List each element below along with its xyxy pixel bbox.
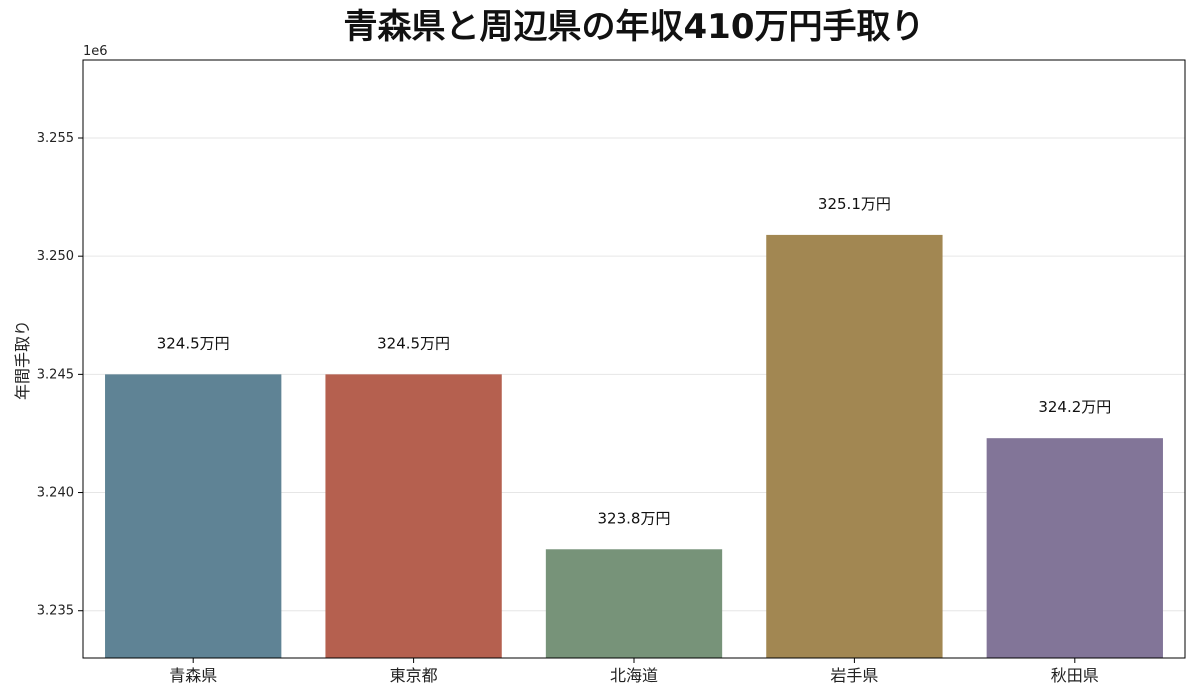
chart-title: 青森県と周辺県の年収410万円手取り — [344, 7, 925, 47]
x-tick-label: 秋田県 — [1051, 666, 1099, 685]
bar — [545, 549, 723, 658]
bars — [105, 234, 1163, 658]
y-axis-label: 年間手取り — [13, 320, 32, 400]
y-tick-label: 3.240 — [37, 486, 74, 501]
bar — [986, 438, 1163, 658]
axis-ticks: 3.235 3.240 3.245 3.250 3.255 青森県 東京都 北海道 岩手県 秋田県 — [37, 131, 1099, 685]
y-tick-label: 3.250 — [37, 249, 74, 264]
data-labels: 324.5万円 324.5万円 323.8万円 325.1万円 324.2万円 — [157, 195, 1112, 527]
x-tick-label: 東京都 — [390, 666, 438, 685]
y-tick-label: 3.245 — [37, 367, 74, 382]
data-label: 324.5万円 — [157, 334, 230, 352]
bar — [325, 374, 502, 658]
data-label: 324.2万円 — [1038, 398, 1111, 416]
data-label: 324.5万円 — [377, 334, 450, 352]
y-tick-label: 3.235 — [37, 604, 74, 619]
y-axis-offset-label: 1e6 — [83, 44, 108, 59]
x-tick-label: 青森県 — [169, 666, 217, 685]
bar — [766, 234, 943, 658]
x-tick-label: 岩手県 — [830, 666, 878, 685]
data-label: 323.8万円 — [598, 509, 671, 527]
bar — [105, 374, 282, 658]
data-label: 325.1万円 — [818, 195, 891, 213]
y-tick-label: 3.255 — [37, 131, 74, 146]
x-tick-label: 北海道 — [610, 666, 658, 685]
plot-frame — [82, 59, 1186, 659]
